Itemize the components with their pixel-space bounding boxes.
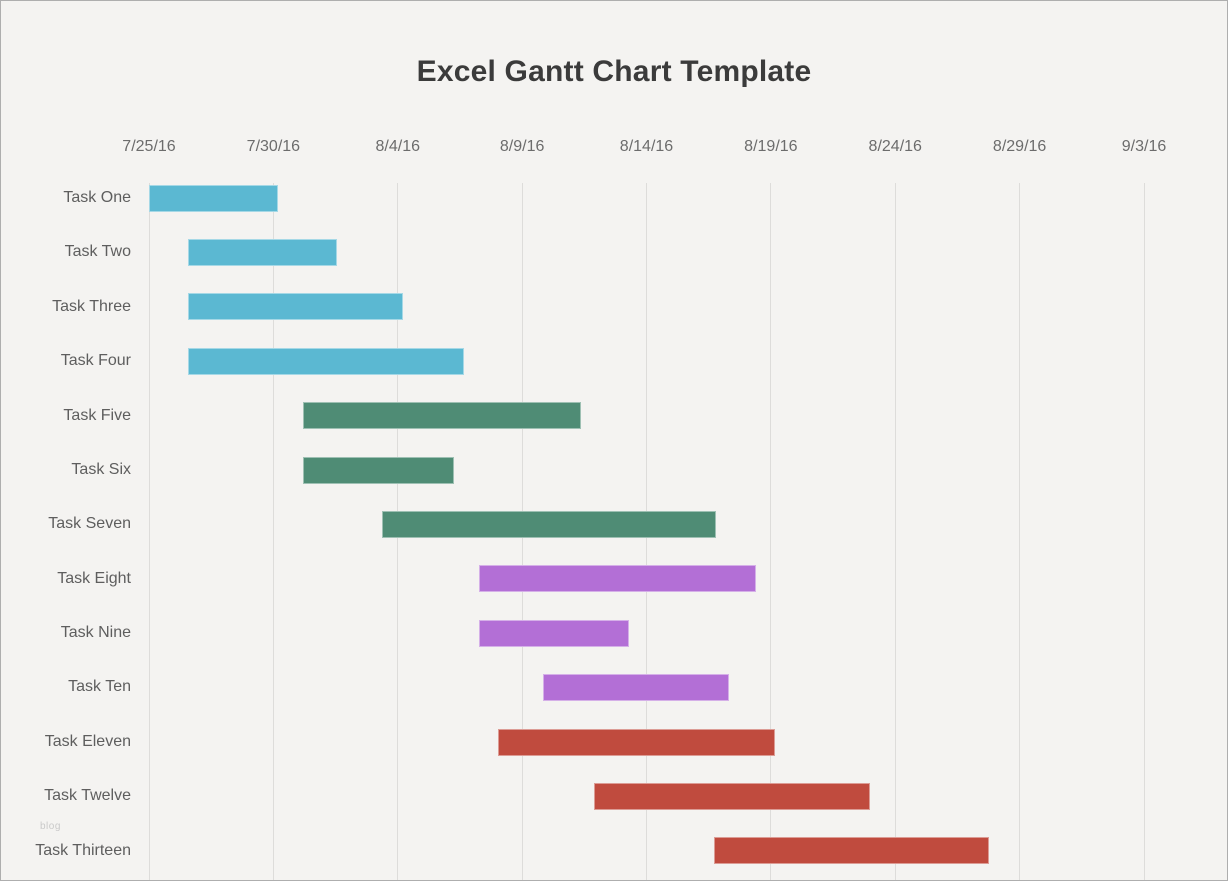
task-label: Task Nine <box>60 624 131 642</box>
task-bar <box>187 239 337 267</box>
axis-tick-label: 8/9/16 <box>499 138 545 155</box>
task-label: Task Thirteen <box>35 841 131 859</box>
gridline <box>1143 183 1145 880</box>
task-label: Task Five <box>63 406 131 424</box>
task-label: Task One <box>63 189 131 206</box>
task-label: Task Ten <box>68 678 131 696</box>
gridline <box>770 183 772 880</box>
task-bar <box>187 347 464 375</box>
axis-tick-label: 8/24/16 <box>868 138 922 155</box>
task-bar <box>187 293 403 321</box>
axis-tick-label: 7/25/16 <box>122 138 176 155</box>
x-axis: 7/25/16 7/30/16 8/4/16 8/9/16 8/14/16 8/19/16… <box>122 138 1166 160</box>
gridline <box>894 183 896 880</box>
gridline <box>272 183 274 880</box>
task-label: Task Eight <box>57 569 131 587</box>
watermark: blog <box>40 821 61 832</box>
task-bar <box>713 837 989 865</box>
task-bar <box>303 402 581 430</box>
task-bar <box>478 565 756 593</box>
axis-tick-label: 8/14/16 <box>619 138 674 155</box>
task-label: Task Two <box>64 243 131 261</box>
task-bar <box>543 674 729 702</box>
plot-area <box>148 171 1145 880</box>
task-bar <box>149 184 279 212</box>
task-label: Task Three <box>52 297 131 315</box>
chart-title: Excel Gantt Chart Template <box>416 55 812 88</box>
axis-tick-label: 8/29/16 <box>992 138 1047 155</box>
axis-tick-label: 8/19/16 <box>744 138 798 155</box>
task-bar <box>478 619 630 647</box>
task-bar <box>594 782 871 810</box>
gridline <box>148 183 150 880</box>
axis-tick-label: 7/30/16 <box>246 138 301 155</box>
task-label: Task Twelve <box>44 787 131 805</box>
axis-tick-label: 9/3/16 <box>1121 138 1167 155</box>
task-bar <box>303 456 454 484</box>
axis-tick-label: 8/4/16 <box>375 138 420 155</box>
task-label: Task Seven <box>48 515 131 533</box>
task-label: Task Eleven <box>44 732 131 750</box>
task-bar <box>381 511 717 538</box>
gridline <box>1019 183 1021 880</box>
y-axis-task-labels: Task One Task Two Task Three Task Four Task … <box>1 171 131 878</box>
task-label: Task Four <box>60 352 131 370</box>
task-label: Task Six <box>71 460 131 478</box>
task-bar <box>498 728 775 756</box>
